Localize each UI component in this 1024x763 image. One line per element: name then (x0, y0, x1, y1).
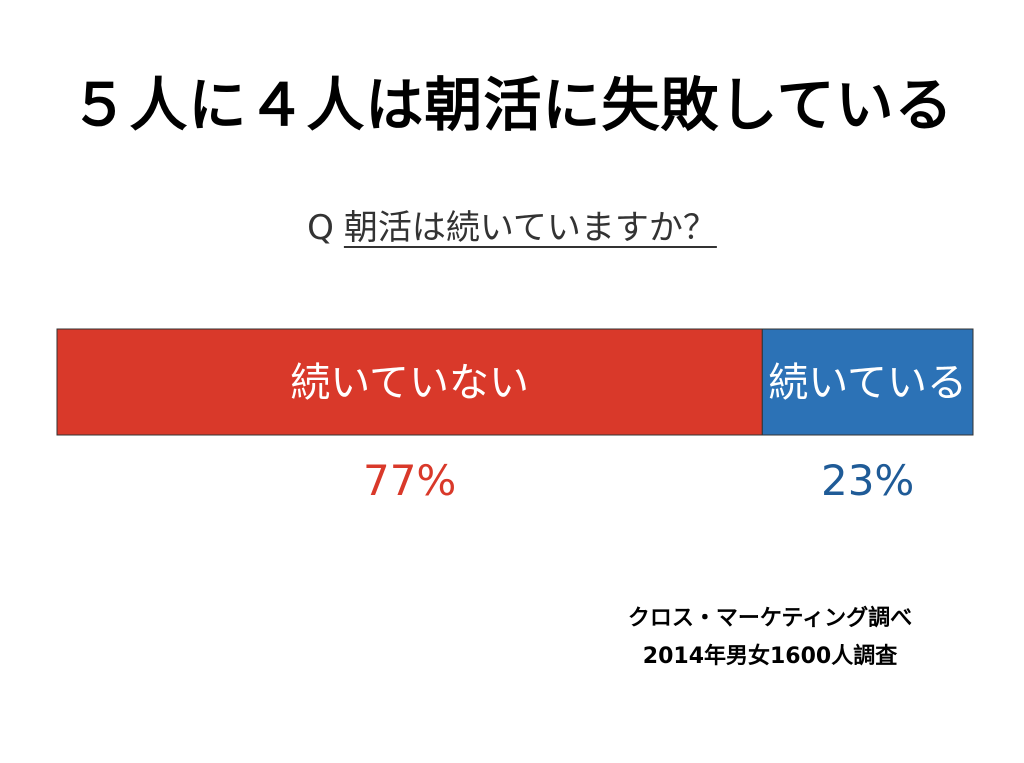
source-note: クロス・マーケティング調べ 2014年男女1600人調査 (560, 600, 980, 676)
bar-value-label-2: 23% (821, 456, 914, 505)
bar-value-label-1: 77% (363, 456, 456, 505)
page-title: ５人に４人は朝活に失敗している (70, 71, 954, 139)
question-text: 朝活は続いていますか？ (343, 208, 717, 248)
source-line-2: 2014年男女1600人調査 (642, 644, 898, 669)
bar-segment-2 (761, 328, 974, 436)
question-prefix: Q (307, 208, 334, 248)
question: Q 朝活は続いていますか？ (0, 200, 1024, 249)
bar-category-label-1: 続いていない (290, 360, 529, 406)
bar-category-label-2: 続いている (768, 360, 967, 406)
source-line-1: クロス・マーケティング調べ (627, 606, 913, 631)
